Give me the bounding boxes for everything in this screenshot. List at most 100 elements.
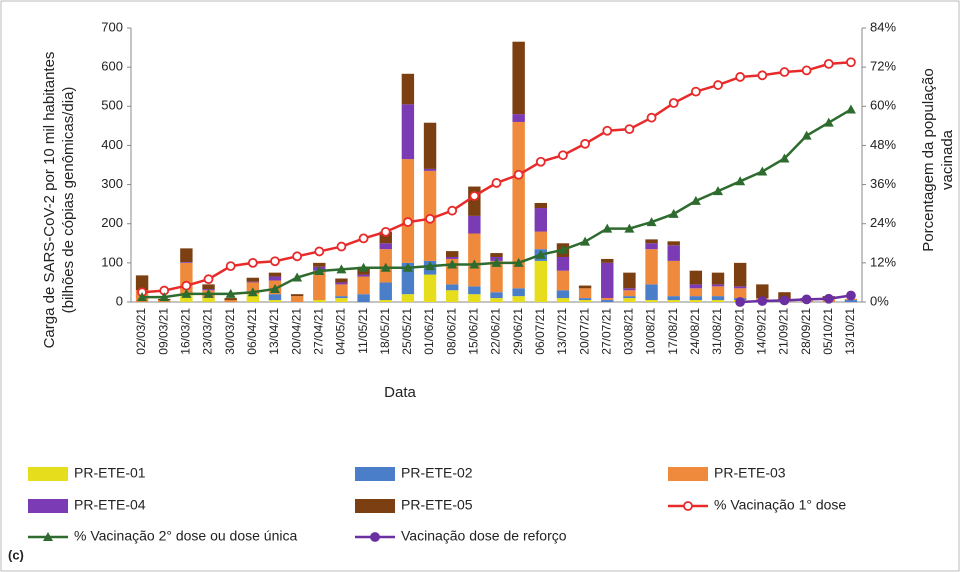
legend-label: PR-ETE-02 <box>401 465 473 481</box>
y-axis-title: (bilhões de cópias genômicas/dia) <box>60 87 77 314</box>
line-marker <box>425 261 436 271</box>
bar-segment <box>556 298 570 302</box>
bar-segment <box>268 300 282 302</box>
bar-segment <box>246 294 260 302</box>
bar-segment <box>512 41 525 115</box>
legend-swatch <box>28 467 68 481</box>
bar-segment <box>711 296 725 301</box>
legend-label: PR-ETE-04 <box>74 497 146 513</box>
line-marker <box>425 213 435 224</box>
line-marker <box>447 259 458 269</box>
line-marker <box>646 217 657 227</box>
bar-segment <box>578 288 592 299</box>
bar-segment <box>601 258 614 263</box>
bar-segment <box>623 298 636 302</box>
bar-segment <box>490 298 503 302</box>
x-tick-label: 20/07/21 <box>577 308 591 355</box>
y-tick-label: 600 <box>101 59 123 74</box>
x-tick-label: 28/09/21 <box>799 308 813 355</box>
bar-segment <box>645 249 658 285</box>
bar-segment <box>290 296 304 302</box>
x-tick-label: 24/08/21 <box>688 308 702 355</box>
line-marker <box>247 257 258 268</box>
legend-swatch <box>355 499 395 513</box>
line-marker <box>336 264 347 274</box>
bar-segment <box>689 270 703 285</box>
y2-tick-label: 24% <box>870 215 896 230</box>
bar-segment <box>667 260 680 297</box>
y2-axis-title: vacinada <box>939 129 956 190</box>
bar-segment <box>623 288 636 291</box>
line-marker <box>358 233 369 244</box>
legend-marker <box>370 532 380 542</box>
x-tick-label: 06/07/21 <box>533 308 547 355</box>
bar-segment <box>667 300 680 302</box>
legend-label: % Vacinação 2° dose ou dose única <box>74 528 297 544</box>
bar-segment <box>401 159 415 263</box>
line-marker <box>823 293 834 304</box>
legend-label: Vacinação dose de reforço <box>401 528 567 544</box>
bar-segment <box>335 282 348 285</box>
bar-segment <box>711 272 725 285</box>
y2-tick-label: 0% <box>870 293 889 308</box>
bar-segment <box>335 296 348 299</box>
line-marker <box>668 208 679 218</box>
bar-segment <box>313 300 326 302</box>
line-marker <box>779 67 790 77</box>
line-marker <box>624 124 635 135</box>
bar-segment <box>711 284 725 287</box>
bar-segment <box>401 294 415 302</box>
bar-segment <box>601 300 614 302</box>
y-tick-label: 200 <box>101 215 123 230</box>
x-tick-label: 06/04/21 <box>245 308 259 355</box>
x-tick-label: 29/06/21 <box>511 308 525 355</box>
bar-segment <box>202 284 215 290</box>
y-axis-title: Carga de SARS-CoV-2 por 10 mil habitante… <box>41 52 58 349</box>
y2-tick-label: 12% <box>870 254 896 269</box>
line-marker <box>668 98 679 108</box>
legend-marker <box>683 501 693 511</box>
x-tick-label: 14/09/21 <box>754 308 768 355</box>
line-marker <box>779 295 790 306</box>
x-tick-label: 13/10/21 <box>843 308 857 355</box>
y-tick-label: 100 <box>101 254 123 269</box>
line-marker <box>757 70 768 81</box>
bar-segment <box>711 300 725 302</box>
bar-segment <box>689 296 703 301</box>
y-tick-label: 500 <box>101 98 123 113</box>
x-axis-title: Data <box>384 384 416 401</box>
x-tick-label: 31/08/21 <box>710 308 724 355</box>
y-tick-label: 400 <box>101 137 123 152</box>
line-marker <box>181 288 192 298</box>
line-marker <box>690 86 701 97</box>
line-marker <box>846 290 856 301</box>
x-tick-label: 11/05/21 <box>356 308 370 354</box>
bar-segment <box>711 286 725 297</box>
x-tick-label: 09/09/21 <box>732 308 746 355</box>
x-tick-label: 15/06/21 <box>467 308 481 355</box>
line-marker <box>292 251 303 262</box>
bar-segment <box>335 278 348 283</box>
x-tick-label: 05/10/21 <box>821 308 835 355</box>
line-marker <box>557 244 568 254</box>
line-marker <box>247 287 258 297</box>
line-marker <box>225 261 236 272</box>
panel-label: (c) <box>8 547 24 562</box>
bar-segment <box>645 300 658 302</box>
bar-segment <box>423 122 437 169</box>
bar-segment <box>512 296 525 302</box>
line-marker <box>602 223 613 233</box>
line-marker <box>469 191 480 201</box>
bar-segment <box>556 270 570 291</box>
line-marker <box>314 246 325 257</box>
bar-segment <box>689 288 703 297</box>
bar-segment <box>512 114 525 122</box>
line-marker <box>159 292 170 302</box>
legend-swatch <box>355 467 395 481</box>
line-marker <box>713 186 724 196</box>
bar-segment <box>534 208 548 232</box>
line-marker <box>735 297 746 307</box>
bar-segment <box>357 294 370 302</box>
line-marker <box>801 65 812 76</box>
bar-segment <box>445 251 459 257</box>
